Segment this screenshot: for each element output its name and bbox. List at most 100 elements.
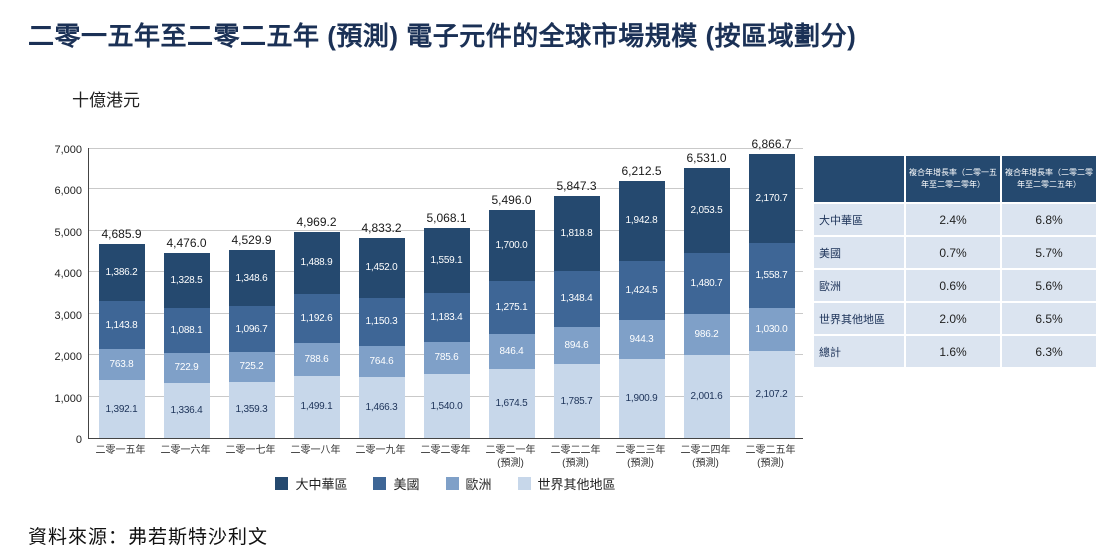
x-axis-label-forecast: (預測) [562, 458, 589, 469]
bar-segment-greater-china: 2,053.5 [683, 167, 730, 253]
bar-group: 4,833.2 1,452.0 1,150.3 764.6 1,466.3 [349, 148, 414, 438]
bar-segment-us: 1,150.3 [358, 297, 405, 346]
y-axis-tick-label: 0 [75, 434, 82, 446]
bar-segment-rest-of-world: 1,392.1 [98, 380, 145, 438]
bar-segment-europe: 788.6 [293, 343, 340, 376]
bar-group: 6,531.0 2,053.5 1,480.7 986.2 2,001.6 [674, 148, 739, 438]
bar-stack: 1,328.5 1,088.1 722.9 1,336.4 [163, 252, 210, 438]
table-row-label: 美國 [814, 237, 904, 268]
x-axis: 二零一五年 二零一六年 二零一七年 二零一八年 二零一九年 二零二零年 二零二一年 (預測) 二… [88, 444, 803, 470]
legend-label: 美國 [393, 477, 420, 492]
table-cell-cagr-15-20: 1.6% [906, 336, 1000, 367]
table-cell-cagr-20-25: 5.7% [1002, 237, 1096, 268]
bar-segment-rest-of-world: 1,674.5 [488, 368, 535, 438]
x-axis-label-forecast: (預測) [497, 458, 524, 469]
bar-segment-greater-china: 1,386.2 [98, 243, 145, 302]
x-axis-label: 二零二三年 (預測) [608, 444, 673, 470]
x-axis-label: 二零一五年 [88, 444, 153, 470]
legend-swatch [445, 477, 459, 490]
table-header-corner [814, 156, 904, 202]
bar-total-label: 4,833.2 [361, 220, 402, 235]
legend-item-rest-of-world: 世界其他地區 [517, 474, 616, 493]
bar-total-label: 5,068.1 [426, 211, 467, 226]
bar-total-label: 4,685.9 [101, 226, 142, 241]
bar-group: 6,212.5 1,942.8 1,424.5 944.3 1,900.9 [609, 148, 674, 438]
bar-total-label: 6,866.7 [751, 136, 792, 151]
x-axis-label-year: 二零二三年 [615, 445, 666, 456]
x-axis-label: 二零二零年 [413, 444, 478, 470]
x-axis-label-year: 二零二零年 [420, 445, 471, 456]
cagr-table: 複合年增長率（二零一五年至二零二零年） 複合年增長率（二零二零年至二零二五年） … [814, 156, 1096, 367]
bar-segment-europe: 725.2 [228, 351, 275, 382]
gridline [89, 188, 803, 190]
table-row-label: 大中華區 [814, 204, 904, 235]
bar-segment-us: 1,558.7 [748, 243, 795, 309]
x-axis-label: 二零一八年 [283, 444, 348, 470]
y-axis-tick-label: 1,000 [54, 392, 82, 405]
bar-segment-greater-china: 1,452.0 [358, 237, 405, 298]
bar-stack: 2,053.5 1,480.7 986.2 2,001.6 [683, 167, 730, 438]
table-cell-cagr-20-25: 6.3% [1002, 336, 1096, 367]
bar-stack: 1,348.6 1,096.7 725.2 1,359.3 [228, 250, 275, 438]
x-axis-label-year: 二零一五年 [95, 445, 146, 456]
bars: 4,685.9 1,386.2 1,143.8 763.8 1,392.1 4,476.0… [89, 137, 804, 438]
legend-item-greater-china: 大中華區 [275, 474, 347, 493]
x-axis-label-forecast: (預測) [757, 458, 784, 469]
bar-segment-greater-china: 1,942.8 [618, 180, 665, 262]
bar-segment-rest-of-world: 1,900.9 [618, 359, 665, 438]
bar-group: 4,685.9 1,386.2 1,143.8 763.8 1,392.1 [89, 148, 154, 438]
x-axis-label-year: 二零二五年 [745, 445, 796, 456]
x-axis-label-year: 二零二二年 [550, 445, 601, 456]
legend: 大中華區 美國 歐洲 世界其他地區 [88, 474, 803, 493]
legend-swatch [517, 477, 531, 490]
table-header-cagr-15-20: 複合年增長率（二零一五年至二零二零年） [906, 156, 1000, 202]
bar-total-label: 4,529.9 [231, 233, 272, 248]
x-axis-label: 二零二四年 (預測) [673, 444, 738, 470]
bar-stack: 1,452.0 1,150.3 764.6 1,466.3 [358, 237, 405, 438]
y-axis-unit-label: 十億港元 [72, 91, 140, 110]
bar-stack: 1,386.2 1,143.8 763.8 1,392.1 [98, 243, 145, 438]
bar-segment-greater-china: 1,700.0 [488, 210, 535, 281]
bar-stack: 1,818.8 1,348.4 894.6 1,785.7 [553, 195, 600, 438]
x-axis-label: 二零一六年 [153, 444, 218, 470]
bar-segment-us: 1,143.8 [98, 301, 145, 349]
plot-area: 4,685.9 1,386.2 1,143.8 763.8 1,392.1 4,476.0… [88, 137, 804, 439]
table-row-label: 歐洲 [814, 270, 904, 301]
bar-segment-europe: 764.6 [358, 345, 405, 378]
x-axis-label: 二零二五年 (預測) [738, 444, 803, 470]
table-cell-cagr-20-25: 6.5% [1002, 303, 1096, 334]
bar-stack: 1,559.1 1,183.4 785.6 1,540.0 [423, 228, 470, 438]
bar-segment-europe: 785.6 [423, 341, 470, 375]
bar-segment-greater-china: 1,559.1 [423, 228, 470, 293]
bar-segment-us: 1,424.5 [618, 261, 665, 321]
source-note: 資料來源：弗若斯特沙利文 [28, 527, 269, 548]
bar-group: 6,866.7 2,170.7 1,558.7 1,030.0 2,107.2 [739, 137, 804, 438]
bar-group: 4,476.0 1,328.5 1,088.1 722.9 1,336.4 [154, 148, 219, 438]
x-axis-label: 二零二一年 (預測) [478, 444, 543, 470]
bar-segment-us: 1,480.7 [683, 252, 730, 315]
legend-swatch [373, 477, 387, 490]
table-cell-cagr-20-25: 5.6% [1002, 270, 1096, 301]
x-axis-label-year: 二零一七年 [225, 445, 276, 456]
x-axis-label-year: 二零二四年 [680, 445, 731, 456]
table-cell-cagr-20-25: 6.8% [1002, 204, 1096, 235]
legend-label: 世界其他地區 [537, 477, 616, 492]
bar-total-label: 4,476.0 [166, 235, 207, 250]
legend-item-us: 美國 [373, 474, 420, 493]
y-axis: 0 1,000 2,000 3,000 4,000 5,000 6,000 7,000 [24, 144, 82, 446]
bar-stack: 1,700.0 1,275.1 846.4 1,674.5 [488, 210, 535, 438]
y-axis-tick-label: 3,000 [54, 309, 82, 322]
x-axis-label-year: 二零一八年 [290, 445, 341, 456]
bar-segment-us: 1,183.4 [423, 292, 470, 342]
legend-item-europe: 歐洲 [445, 474, 492, 493]
table-header-cagr-20-25: 複合年增長率（二零二零年至二零二五年） [1002, 156, 1096, 202]
chart-title: 二零一五年至二零二五年 (預測) 電子元件的全球市場規模 (按區域劃分) [28, 21, 857, 51]
x-axis-label: 二零一七年 [218, 444, 283, 470]
x-axis-label-forecast: (預測) [627, 458, 654, 469]
bar-total-label: 5,496.0 [491, 193, 532, 208]
bar-segment-rest-of-world: 1,466.3 [358, 377, 405, 438]
bar-total-label: 6,531.0 [686, 150, 727, 165]
bar-group: 4,529.9 1,348.6 1,096.7 725.2 1,359.3 [219, 148, 284, 438]
bar-total-label: 5,847.3 [556, 178, 597, 193]
table-cell-cagr-15-20: 0.7% [906, 237, 1000, 268]
